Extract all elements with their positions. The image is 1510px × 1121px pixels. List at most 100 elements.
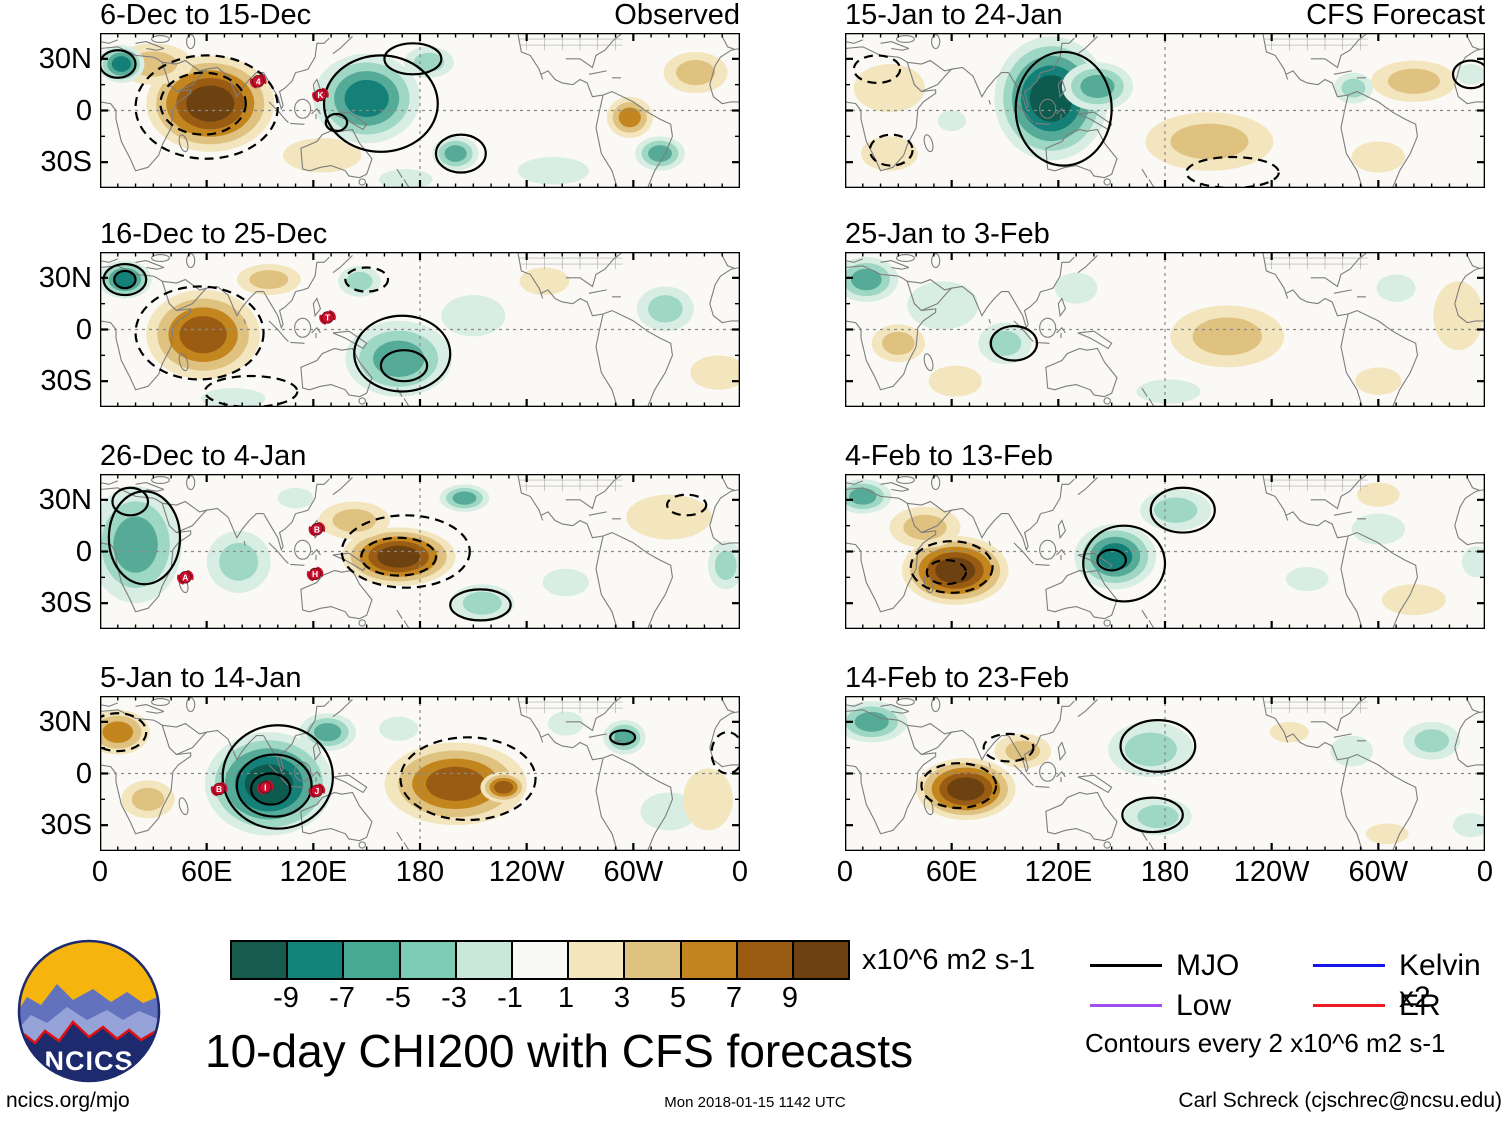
colorbar-tick-label: 5 [669,982,687,1014]
colorbar-unit: x10^6 m2 s-1 [862,944,1036,976]
panel-source-header: Observed [614,0,740,31]
colorbar-tick-label: -9 [273,982,299,1014]
figure-title: 10-day CHI200 with CFS forecasts [205,1025,914,1077]
svg-text:B: B [314,524,320,534]
colorbar-tick-label: -1 [497,982,523,1014]
y-tick-label: 30N [38,42,92,75]
panel-period-label: 5-Jan to 14-Jan [100,662,302,694]
x-tick-label: 180 [395,856,445,888]
svg-text:H: H [312,569,318,579]
colorbar-swatch [681,942,738,978]
svg-text:J: J [315,786,320,796]
colorbar-tick-label: 9 [781,982,799,1014]
x-tick-label: 180 [1140,856,1190,888]
colorbar-tick-label: -5 [385,982,411,1014]
storm-marker-K: K [312,87,329,103]
colorbar-swatch [288,942,345,978]
map-panel-block: 15-Jan to 24-Jan CFS Forecast [845,0,1485,188]
y-tick-label: 30S [40,365,92,398]
colorbar-tick-label: -3 [441,982,467,1014]
y-tick-label: 0 [75,94,92,127]
map-panel: T [100,252,740,407]
colorbar-tick-label: 3 [613,982,631,1014]
footer-author: Carl Schreck (cjschrec@ncsu.edu) [1178,1089,1502,1112]
mjo-line-swatch [1090,964,1162,967]
ncics-logo: NCICS [17,939,161,1083]
legend-label-low: Low [1176,989,1232,1022]
logo-text: NCICS [44,1046,133,1076]
colorbar-tick-label: 7 [725,982,743,1014]
y-tick-label: 30S [40,587,92,620]
map-panel: 4K [100,33,740,188]
x-tick-label: 120W [488,856,565,888]
map-panel-block: 5-Jan to 14-Jan B I J [100,663,740,851]
map-panel-block: 25-Jan to 3-Feb [845,219,1485,407]
panel-period-label: 15-Jan to 24-Jan CFS Forecast [845,0,1485,31]
storm-marker-J: J [308,783,326,799]
colorbar-swatch [400,942,457,978]
x-tick-label: 60E [180,856,233,888]
logo-ridge-line [19,1020,159,1050]
colorbar [230,940,850,980]
map-panel-block: 26-Dec to 4-Jan A B H [100,441,740,629]
y-tick-label: 0 [75,313,92,346]
svg-text:T: T [325,313,331,323]
storm-marker-B: B [210,781,228,797]
er-line-swatch [1313,1004,1385,1007]
x-tick-label: 0 [836,856,854,888]
x-tick-label: 0 [91,856,109,888]
x-tick-label: 60W [603,856,664,888]
storm-marker-4: 4 [249,73,267,89]
colorbar-tick-label: 1 [557,982,575,1014]
y-tick-label: 0 [75,535,92,568]
x-tick-label: 120E [1024,856,1093,888]
logo-border [17,939,161,1083]
colorbar-swatch [569,942,626,978]
colorbar-swatch [737,942,794,978]
map-panel [845,252,1485,407]
map-panel-block: 14-Feb to 23-Feb [845,663,1485,851]
legend-label-kelvin: Kelvin x2 [1399,949,1481,1014]
x-tick-label: 0 [1476,856,1494,888]
panel-period-label: 25-Jan to 3-Feb [845,218,1050,250]
footer-url: ncics.org/mjo [6,1089,130,1112]
y-tick-label: 30N [38,483,92,516]
colorbar-tick-label: -7 [329,982,355,1014]
x-tick-label: 120W [1233,856,1310,888]
colorbar-swatch [232,942,289,978]
contour-interval-note: Contours every 2 x10^6 m2 s-1 [1085,1028,1446,1058]
map-panel-block: 6-Dec to 15-Dec Observed 4 K [100,0,740,188]
colorbar-swatch [456,942,513,978]
storm-marker-I: I [257,779,274,795]
storm-marker-A: A [177,570,194,585]
footer-timestamp: Mon 2018-01-15 1142 UTC [664,1094,846,1111]
map-panel [845,33,1485,188]
x-tick-label: 60W [1348,856,1409,888]
panel-period-label: 14-Feb to 23-Feb [845,662,1070,694]
legend-label-er: ER [1399,989,1441,1022]
svg-text:K: K [317,90,324,100]
panel-source-header: CFS Forecast [1306,0,1485,31]
x-tick-label: 60E [925,856,978,888]
y-tick-label: 30N [38,705,92,738]
colorbar-swatch [793,942,849,978]
y-tick-label: 30N [38,261,92,294]
panel-period-label: 16-Dec to 25-Dec [100,218,328,250]
legend-label-mjo: MJO [1176,949,1240,982]
map-panel [845,696,1485,851]
kelvin-line-swatch [1313,964,1385,967]
colorbar-swatch [344,942,401,978]
storm-marker-T: T [319,310,336,325]
svg-text:4: 4 [256,76,261,86]
y-tick-label: 30S [40,146,92,179]
storm-marker-B: B [308,521,326,537]
svg-text:I: I [264,782,266,792]
svg-text:B: B [216,784,222,794]
colorbar-swatch [512,942,570,978]
y-tick-label: 0 [75,757,92,790]
x-tick-label: 0 [731,856,749,888]
map-panel-block: 4-Feb to 13-Feb [845,441,1485,629]
y-tick-label: 30S [40,809,92,842]
